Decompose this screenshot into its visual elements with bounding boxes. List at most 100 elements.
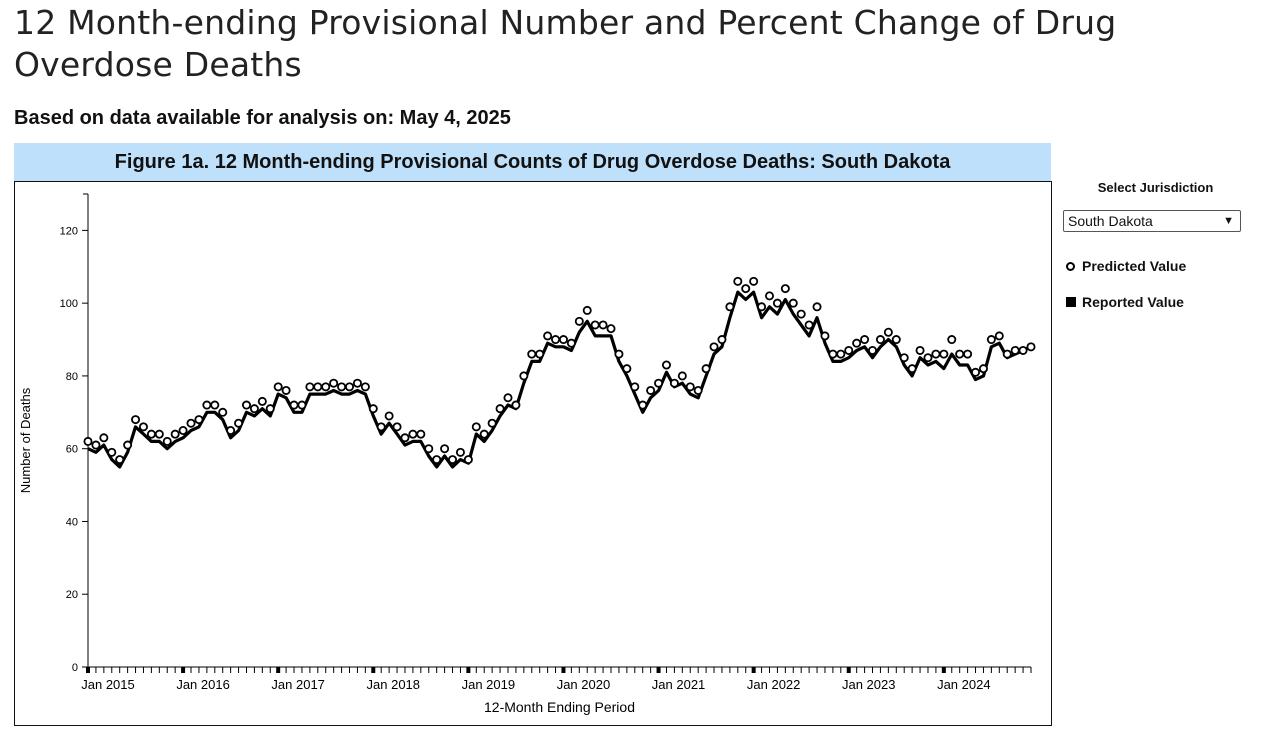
predicted-value-point xyxy=(860,335,870,345)
predicted-value-point xyxy=(313,382,323,392)
sidebar-panel: Select Jurisdiction South Dakota ▼ Predi… xyxy=(1063,180,1248,310)
predicted-value-point xyxy=(598,320,608,330)
predicted-value-point xyxy=(558,335,568,345)
legend-label-reported: Reported Value xyxy=(1082,294,1184,310)
x-major-tick xyxy=(276,667,281,673)
predicted-value-point xyxy=(234,418,244,428)
predicted-value-point xyxy=(83,436,93,446)
predicted-value-point xyxy=(99,433,109,443)
data-availability-subtitle: Based on data available for analysis on:… xyxy=(14,107,511,129)
predicted-value-point xyxy=(543,331,553,341)
predicted-value-point xyxy=(202,400,212,410)
predicted-value-point xyxy=(978,364,988,374)
predicted-value-point xyxy=(875,335,885,345)
predicted-value-point xyxy=(590,320,600,330)
predicted-value-point xyxy=(717,335,727,345)
predicted-value-point xyxy=(321,382,331,392)
predicted-value-point xyxy=(883,327,893,337)
predicted-value-point xyxy=(376,422,386,432)
predicted-value-point xyxy=(915,345,925,355)
predicted-value-point xyxy=(566,338,576,348)
x-tick-label: Jan 2017 xyxy=(271,677,325,692)
predicted-value-point xyxy=(424,444,434,454)
predicted-value-point xyxy=(448,455,458,465)
x-tick-label: Jan 2018 xyxy=(367,677,421,692)
predicted-value-point xyxy=(622,364,632,374)
predicted-value-point xyxy=(329,378,339,388)
overdose-line-chart: 0 20 40 60 80 100 120 Number of Deaths Jan 2015 J… xyxy=(18,193,1036,715)
predicted-value-point xyxy=(503,393,513,403)
predicted-value-point xyxy=(780,284,790,294)
predicted-value-point xyxy=(455,447,465,457)
predicted-value-point xyxy=(360,382,370,392)
x-tick-label: Jan 2019 xyxy=(462,677,516,692)
jurisdiction-select-value: South Dakota xyxy=(1068,213,1153,229)
figure-title: Figure 1a. 12 Month-ending Provisional C… xyxy=(14,143,1051,181)
predicted-value-point xyxy=(400,433,410,443)
predicted-value-point xyxy=(693,385,703,395)
y-tick-label: 20 xyxy=(66,589,78,601)
predicted-value-point xyxy=(115,455,125,465)
legend-item-predicted: Predicted Value xyxy=(1063,258,1248,274)
predicted-value-point xyxy=(820,331,830,341)
x-tick-label: Jan 2022 xyxy=(747,677,801,692)
predicted-value-point xyxy=(899,353,909,363)
predicted-value-point xyxy=(812,302,822,312)
predicted-value-point xyxy=(392,422,402,432)
predicted-value-point xyxy=(535,349,545,359)
predicted-value-point xyxy=(257,396,267,406)
predicted-value-point xyxy=(273,382,283,392)
reported-value-line xyxy=(87,290,1032,469)
y-tick-label: 40 xyxy=(66,516,78,528)
predicted-value-point xyxy=(131,415,141,425)
predicted-value-point xyxy=(638,400,648,410)
chart-container: 0 20 40 60 80 100 120 Number of Deaths Jan 2015 J… xyxy=(14,181,1052,726)
predicted-value-point xyxy=(661,360,671,370)
predicted-value-point xyxy=(519,371,529,381)
predicted-value-point xyxy=(384,411,394,421)
predicted-value-point xyxy=(757,302,767,312)
predicted-value-point xyxy=(606,324,616,334)
predicted-value-point xyxy=(907,364,917,374)
predicted-value-point xyxy=(440,444,450,454)
predicted-value-point xyxy=(241,400,251,410)
filled-square-icon xyxy=(1066,297,1076,307)
select-jurisdiction-label: Select Jurisdiction xyxy=(1097,180,1214,195)
predicted-value-point xyxy=(289,400,299,410)
predicted-value-point xyxy=(1010,345,1020,355)
predicted-value-point xyxy=(511,400,521,410)
x-major-tick xyxy=(371,667,376,673)
predicted-value-point xyxy=(178,425,188,435)
predicted-value-point xyxy=(551,335,561,345)
x-major-tick xyxy=(181,667,186,673)
predicted-value-point xyxy=(170,429,180,439)
x-tick-label: Jan 2023 xyxy=(842,677,896,692)
x-major-tick xyxy=(846,667,851,673)
predicted-value-point xyxy=(939,349,949,359)
predicted-value-point xyxy=(947,335,957,345)
predicted-value-point xyxy=(574,316,584,326)
predicted-value-point xyxy=(281,385,291,395)
x-major-tick xyxy=(561,667,566,673)
predicted-value-point xyxy=(931,349,941,359)
predicted-value-point xyxy=(218,407,228,417)
predicted-value-point xyxy=(1002,349,1012,359)
y-tick-label: 0 xyxy=(72,662,78,674)
predicted-value-point xyxy=(463,455,473,465)
predicted-value-point xyxy=(709,342,719,352)
predicted-value-point xyxy=(677,371,687,381)
predicted-value-point xyxy=(772,298,782,308)
predicted-value-point xyxy=(804,320,814,330)
predicted-value-point xyxy=(487,418,497,428)
y-axis-title: Number of Deaths xyxy=(18,387,33,493)
predicted-value-point xyxy=(963,349,973,359)
predicted-value-point xyxy=(796,309,806,319)
predicted-value-point xyxy=(836,349,846,359)
predicted-value-point xyxy=(844,345,854,355)
predicted-value-point xyxy=(146,429,156,439)
predicted-value-point xyxy=(654,378,664,388)
x-tick-label: Jan 2016 xyxy=(176,677,230,692)
predicted-value-point xyxy=(852,338,862,348)
jurisdiction-select[interactable]: South Dakota ▼ xyxy=(1063,210,1241,232)
page-title: 12 Month-ending Provisional Number and P… xyxy=(14,3,1117,84)
